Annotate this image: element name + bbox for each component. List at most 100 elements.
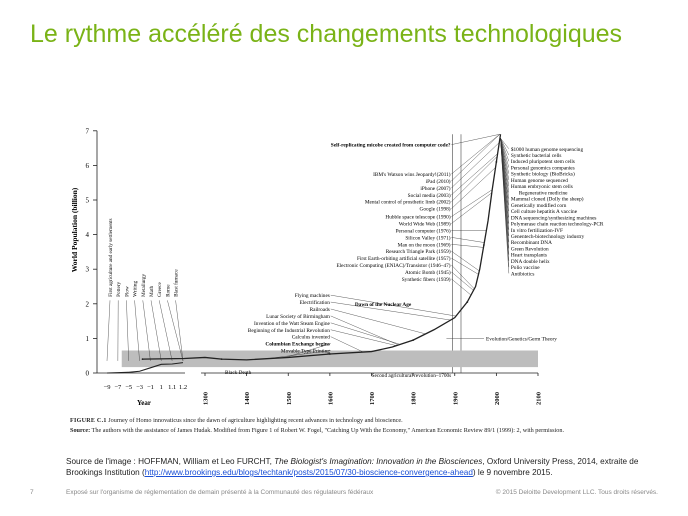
right-annotation-label: $1000 human genome sequencing <box>511 146 584 153</box>
slide-title: Le rythme accéléré des changements techn… <box>30 20 623 48</box>
center-annotation-label: iPhone (2007) <box>420 185 450 192</box>
right-annotation-label: Regenerative medicine <box>519 190 568 196</box>
right-annotation-leader <box>500 138 510 274</box>
right-annotation-leader <box>500 138 510 168</box>
band-annotation-label: Second agricultural revolution–1700s <box>372 373 452 379</box>
center-annotation-label: iPad (2010) <box>426 178 451 185</box>
center-annotation-leader <box>451 156 498 202</box>
x-main-tick-label: 1300 <box>203 392 210 405</box>
center-annotation-label: Research Triangle Park (1959) <box>386 248 451 255</box>
center-annotation-label: Google (1998) <box>420 206 451 213</box>
mid-annotation-label: Calculus invented <box>292 335 330 341</box>
mid-annotation-leader <box>267 350 331 359</box>
right-annotation-label: Heart transplants <box>511 253 547 259</box>
x-left-tick-label: −9 <box>104 384 111 391</box>
caption-source-text: The authors with the assistance of James… <box>90 427 564 434</box>
right-annotation-label: Mammal cloned (Dolly the sheep) <box>511 196 584 203</box>
center-annotation-label: Mental control of prosthetic limb (2002) <box>365 199 451 206</box>
population-technology-chart: 0 1 2 3 4 5 6 7 −9 −7 −5 −3 −1 1 1.1 1.2 1300 1400 1500 160… <box>70 127 604 407</box>
early-annotation-label: First agriculture and early settlements <box>108 219 114 297</box>
center-annotation-label: Self-replicating micobe created from com… <box>331 143 451 149</box>
population-series <box>106 134 502 374</box>
center-annotation-label: Personal computer (1976) <box>396 227 451 234</box>
band-annotation-label: Black Death <box>225 370 252 376</box>
source-mid: , Oxford University Press, 2014, extrait… <box>66 457 639 477</box>
right-annotation-leader <box>500 138 510 162</box>
center-annotation-label: Synthetic fibers (1939) <box>402 276 451 283</box>
x-main-tick-label: 1900 <box>452 392 459 405</box>
right-annotation-label: Antibiotics <box>511 271 535 277</box>
right-annotation-leader <box>500 138 510 149</box>
mid-annotation-label: Electrification <box>300 299 331 306</box>
right-annotation-label: Human embryonic stem cells <box>511 184 573 190</box>
caption-source-label: Source: <box>70 427 91 434</box>
right-annotation-leader <box>500 138 510 174</box>
population-point <box>141 358 144 361</box>
footer-text: Exposé sur l'organisme de réglementation… <box>66 489 374 496</box>
center-annotation-label: Atomic Bomb (1945) <box>405 269 451 276</box>
population-point <box>328 353 331 355</box>
right-annotation-label: Genetically modified corn <box>511 202 567 209</box>
mid-annotation-leader <box>330 294 457 317</box>
mid-annotation-label: Beginning of the Industrial Revolution <box>248 327 330 334</box>
y-tick-label: 4 <box>86 231 90 239</box>
early-population-line <box>106 362 184 374</box>
mid-annotation-label: Movable Type Printing <box>281 349 330 355</box>
right-annotation-label: In vitro fertilization-IVF <box>511 227 563 234</box>
caption-line: FIGURE C.1 Journey of Homo innovaticus s… <box>70 416 670 426</box>
x-left-tick-label: −3 <box>136 384 143 391</box>
caption-figure-text: Journey of Homo innovaticus since the da… <box>106 417 403 424</box>
right-annotation-label: Polio vaccine <box>511 265 540 271</box>
center-annotation-leader <box>451 142 500 189</box>
caption-source-line: Source: The authors with the assistance … <box>70 426 670 436</box>
population-point <box>466 301 469 303</box>
right-annotation-label: Synthetic biology (BioBricks) <box>511 171 575 178</box>
band-annotation-label: Evolution/Genetics/Germ Theory <box>486 336 557 342</box>
early-annotation-label: Math <box>149 286 155 297</box>
population-point <box>412 339 415 342</box>
right-annotation-label: DNA sequencing/synthesizing machines <box>511 215 597 221</box>
right-annotation-label: Induced pluripotent stem cells <box>511 159 575 165</box>
mid-annotation-leader <box>330 315 399 346</box>
center-annotation-label: Silicon Valley (1971) <box>405 234 450 241</box>
source-suffix: ) le 9 novembre 2015. <box>472 468 553 477</box>
population-band <box>121 350 538 368</box>
x-main-tick-label: 1400 <box>244 392 251 405</box>
right-annotation-label: Genentech-biotechnology industry <box>511 234 585 240</box>
early-annotation-label: Writing <box>133 281 139 297</box>
y-tick-label: 1 <box>86 335 90 343</box>
y-tick-label: 0 <box>86 370 90 378</box>
band-annotation-label: Dawn of the Nuclear Age <box>355 302 412 308</box>
population-point <box>220 358 223 361</box>
right-annotation-label: Recombinant DNA <box>511 240 552 246</box>
annotation-leaders <box>106 134 510 361</box>
early-annotation-label: Greece <box>157 281 163 296</box>
center-annotation-leader <box>451 134 500 182</box>
early-annotation-leader <box>167 300 184 361</box>
x-left-tick-label: −5 <box>125 384 132 391</box>
early-annotation-leader <box>106 300 111 361</box>
mid-annotation-label: Lunar Society of Birmingham <box>266 313 331 320</box>
x-left-tick-label: −1 <box>147 384 154 391</box>
x-left-tick-label: −7 <box>114 384 122 391</box>
center-annotation-label: Man on the moon (1969) <box>398 241 451 248</box>
mid-annotation-leader <box>330 322 401 345</box>
mid-annotation-label: Columbian Exchange begins <box>265 342 329 348</box>
x-main-tick-label: 1800 <box>411 392 418 405</box>
x-axis-label-year: Year <box>137 399 151 407</box>
center-annotation-leader <box>451 189 493 217</box>
source-link[interactable]: http://www.brookings.edu/blogs/techtank/… <box>144 468 473 477</box>
mid-annotation-leader <box>330 308 426 335</box>
right-annotation-label: Polymerase chain reaction technology-PCR <box>511 222 604 228</box>
caption-figure-label: FIGURE C.1 <box>70 418 107 424</box>
center-annotation-leader <box>451 244 484 248</box>
x-main-tick-label: 2100 <box>536 392 543 405</box>
right-annotation-label: DNA double helix <box>511 259 550 265</box>
center-annotation-leader <box>451 264 475 289</box>
early-annotation-label: Pottery <box>116 281 122 296</box>
center-annotation-leader <box>451 237 485 243</box>
center-annotation-leader <box>451 134 500 145</box>
early-annotation-leader <box>126 300 129 361</box>
x-left-tick-label: 1.2 <box>179 384 187 391</box>
world-population-line <box>142 134 502 361</box>
